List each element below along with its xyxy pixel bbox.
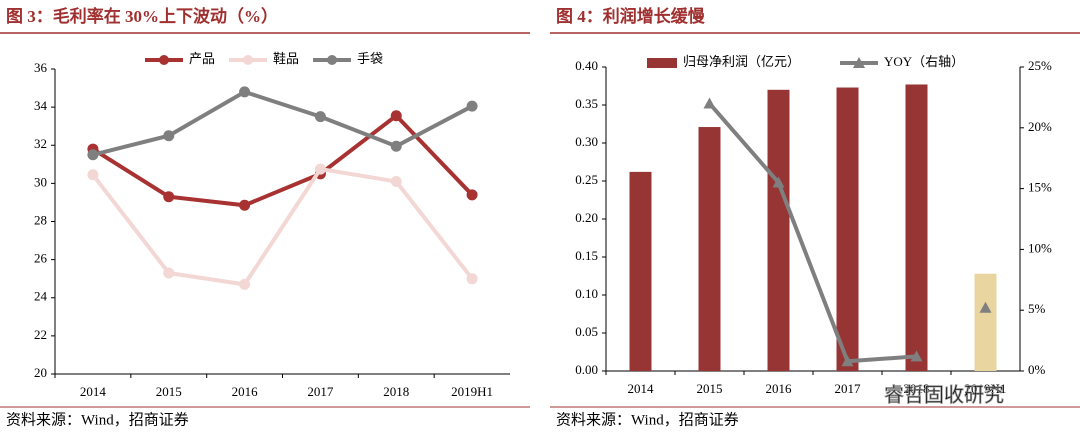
y-tick-label: 0.15 (575, 248, 598, 263)
y-tick-label: 0.25 (575, 172, 598, 187)
chart-title: 图 3：毛利率在 30%上下波动（%） (6, 6, 278, 26)
y2-tick-label: 20% (1028, 119, 1052, 134)
marker (239, 86, 251, 98)
x-tick-label: 2017 (307, 384, 334, 399)
legend-label: 归母净利润（亿元） (683, 54, 800, 69)
y-tick-label: 0.35 (575, 96, 598, 111)
y-tick-label: 34 (34, 98, 48, 113)
marker (163, 191, 175, 203)
x-tick-label: 2015 (156, 384, 182, 399)
marker (390, 140, 402, 152)
chart-title: 图 4：利润增长缓慢 (556, 6, 706, 26)
legend-label: YOY（右轴） (884, 54, 964, 69)
y2-tick-label: 5% (1028, 301, 1046, 316)
x-tick-label: 2015 (697, 381, 723, 396)
marker (314, 163, 326, 175)
y-tick-label: 0.10 (575, 286, 598, 301)
marker (87, 149, 99, 161)
marker (841, 355, 854, 367)
x-tick-label: 2016 (232, 384, 259, 399)
y-tick-label: 0.40 (575, 58, 598, 73)
y-tick-label: 20 (34, 365, 47, 380)
bar (629, 171, 652, 371)
watermark: 睿哲固收研究 (884, 383, 1004, 407)
x-tick-label: 2017 (835, 381, 862, 396)
y2-tick-label: 25% (1028, 58, 1052, 73)
bar (698, 127, 721, 371)
y-tick-label: 0.00 (575, 362, 598, 377)
y-tick-label: 0.30 (575, 134, 598, 149)
bar (767, 89, 790, 372)
legend-marker (853, 57, 866, 68)
y-tick-label: 32 (34, 136, 47, 151)
marker (979, 301, 992, 313)
marker (390, 110, 402, 122)
legend-marker (159, 55, 169, 65)
marker (239, 199, 251, 211)
marker (163, 130, 175, 142)
marker (910, 350, 923, 362)
y-tick-label: 22 (34, 327, 47, 342)
y-tick-label: 0.20 (575, 210, 598, 225)
source: 资料来源：Wind，招商证券 (6, 411, 189, 428)
legend-label: 手袋 (357, 51, 383, 66)
series-line (707, 102, 917, 364)
marker (239, 278, 251, 290)
marker (466, 189, 478, 201)
y-tick-label: 24 (34, 289, 48, 304)
legend-marker (327, 55, 338, 65)
marker (466, 100, 478, 112)
marker (314, 111, 326, 123)
marker (466, 273, 478, 285)
x-tick-label: 2014 (80, 384, 107, 399)
x-tick-label: 2014 (628, 381, 655, 396)
marker (772, 176, 785, 188)
x-tick-label: 2016 (766, 381, 793, 396)
series-line (91, 166, 474, 287)
legend-label: 鞋品 (273, 51, 299, 66)
bar (905, 84, 928, 371)
x-tick-label: 2019H1 (965, 381, 1007, 396)
y-tick-label: 30 (34, 174, 47, 189)
x-tick-label: 2018 (904, 381, 930, 396)
y2-tick-label: 10% (1028, 240, 1052, 255)
y-tick-label: 28 (34, 212, 47, 227)
x-tick-label: 2019H1 (451, 384, 493, 399)
y2-tick-label: 15% (1028, 180, 1052, 195)
series-line (92, 89, 474, 157)
legend-marker (243, 55, 254, 65)
legend-swatch (647, 58, 677, 68)
marker (390, 175, 402, 187)
marker (163, 267, 175, 279)
y2-tick-label: 0% (1028, 362, 1046, 377)
marker (703, 97, 716, 109)
marker (87, 169, 99, 181)
bar (836, 87, 859, 372)
legend-label: 产品 (189, 51, 215, 66)
series-line (91, 113, 474, 208)
x-tick-label: 2018 (383, 384, 409, 399)
bar (974, 273, 997, 371)
y-tick-label: 26 (34, 251, 48, 266)
y-tick-label: 0.05 (575, 324, 598, 339)
y-tick-label: 36 (34, 60, 48, 75)
source: 资料来源：Wind，招商证券 (556, 411, 739, 428)
